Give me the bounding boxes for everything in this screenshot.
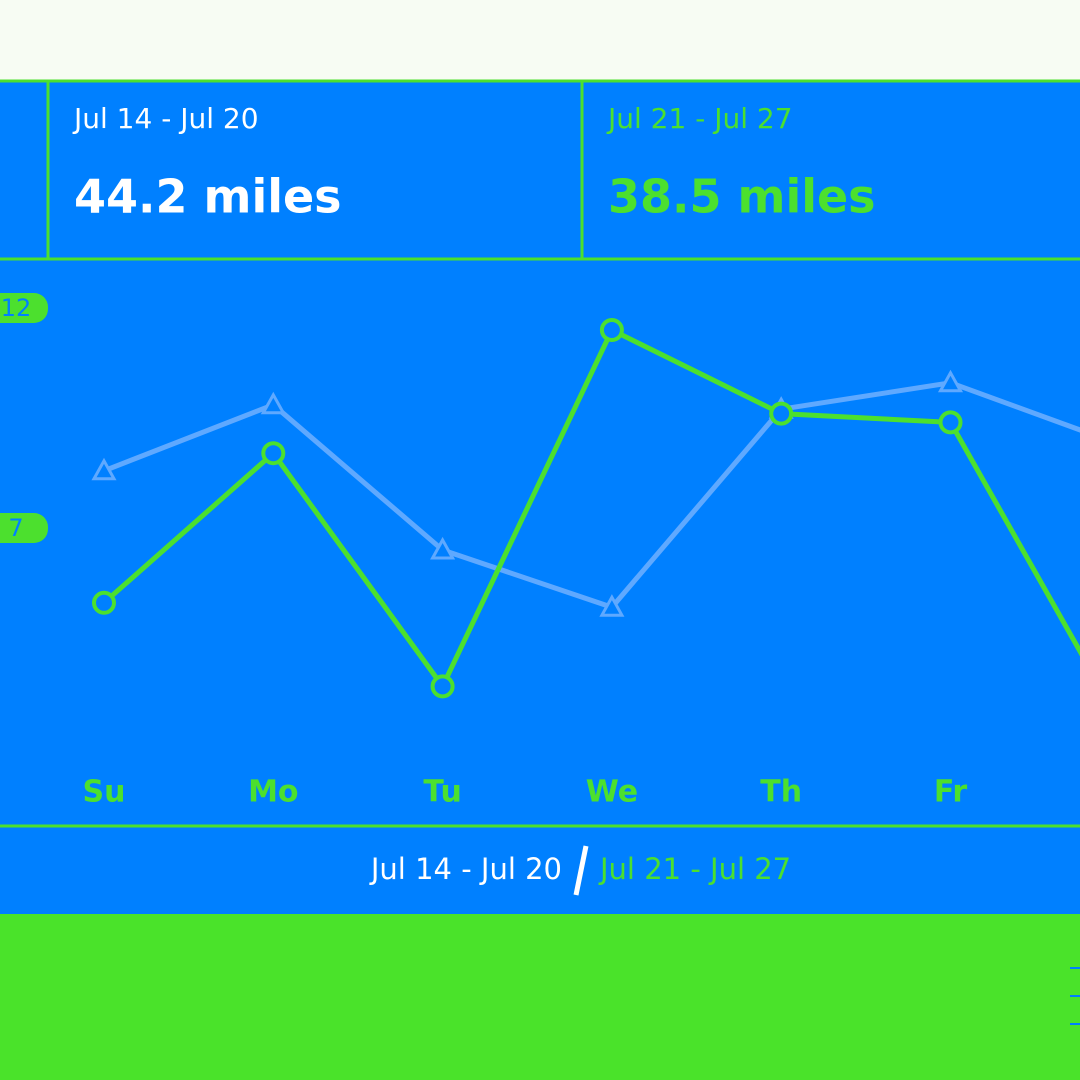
point-marker xyxy=(599,594,625,617)
legend-entry: Jul 14 - Jul 20 xyxy=(369,852,562,886)
point-marker xyxy=(937,369,964,393)
point-marker xyxy=(430,674,455,699)
card-range: Jul 21 - Jul 27 xyxy=(606,102,793,135)
point-marker xyxy=(261,441,286,466)
x-tick-label: Tu xyxy=(423,775,462,810)
week-card[interactable]: Jul 21 - Jul 27 38.5 miles xyxy=(606,102,876,224)
point-marker xyxy=(260,391,286,415)
top-bar xyxy=(0,0,1080,80)
bottom-area xyxy=(0,914,1080,1080)
point-marker xyxy=(92,590,116,615)
card-range: Jul 14 - Jul 20 xyxy=(72,102,259,135)
y-tick-pill xyxy=(0,513,48,543)
point-marker xyxy=(938,410,963,435)
point-marker xyxy=(430,536,456,560)
y-tick-label: 12 xyxy=(1,294,32,322)
point-marker xyxy=(769,401,794,426)
plot: 7 12 Su Mo Tu We Th Fr xyxy=(0,293,1080,810)
x-tick-label: We xyxy=(586,775,638,810)
y-tick-label: 7 xyxy=(8,514,23,542)
card-total: 38.5 miles xyxy=(608,170,876,224)
point-marker xyxy=(599,318,624,342)
menu-icon[interactable] xyxy=(1070,967,1080,1025)
card-total: 44.2 miles xyxy=(74,170,342,224)
y-tick-pill xyxy=(0,293,48,323)
x-tick-label: Mo xyxy=(248,775,298,810)
panel xyxy=(0,80,1080,914)
legend-entry: Jul 21 - Jul 27 xyxy=(598,852,791,886)
x-tick-label: Th xyxy=(760,775,802,810)
x-tick-label: Fr xyxy=(934,775,968,810)
x-tick-label: Su xyxy=(83,775,126,810)
week-card[interactable]: Jul 14 - Jul 20 44.2 miles xyxy=(72,102,342,224)
point-marker xyxy=(91,457,117,481)
legend-slash xyxy=(573,845,589,896)
